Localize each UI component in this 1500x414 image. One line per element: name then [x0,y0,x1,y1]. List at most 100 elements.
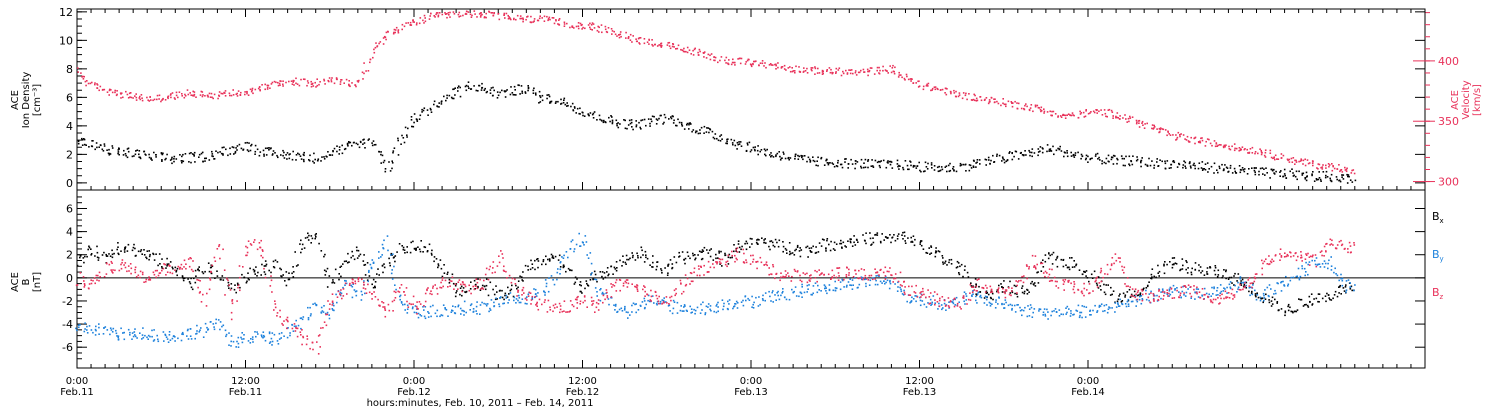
bz-series-point [178,266,180,268]
density-series-point [937,167,939,169]
by-series-point [958,301,960,303]
by-series-point [87,332,89,334]
bx-series-point [1111,294,1113,296]
velocity-series-point [814,66,816,68]
bz-series-point [238,285,240,287]
by-series-point [463,311,465,313]
by-series-point [1044,308,1046,310]
density-series-point [1314,180,1316,182]
velocity-series-point [855,72,857,74]
velocity-axis-label: ACEVelocity[km/s] [1450,80,1483,119]
by-series-point [877,284,879,286]
bz-series-point [576,307,578,309]
velocity-series-point [484,17,486,19]
velocity-series-point [410,22,412,24]
density-series-point [934,165,936,167]
density-series-point [574,106,576,108]
density-series-point [546,94,548,96]
bx-series-point [1146,287,1148,289]
by-series-point [1021,315,1023,317]
velocity-series-point [141,97,143,99]
density-series-point [292,151,294,153]
by-series-point [1094,305,1096,307]
bx-series-point [904,232,906,234]
bx-series-point [176,275,178,277]
by-series-point [1190,297,1192,299]
density-series-point [467,86,469,88]
density-series-point [519,93,521,95]
density-series-point [897,160,899,162]
by-series-point [156,335,158,337]
bx-series-point [228,282,230,284]
bx-series-point [504,295,506,297]
bx-series-point [600,271,602,273]
velocity-series-point [354,84,356,86]
density-series-point [673,122,675,124]
density-series-point [592,114,594,116]
velocity-series-point [692,50,694,52]
velocity-series-point [974,95,976,97]
density-series-point [466,85,468,87]
density-series-point [924,170,926,172]
bz-series-point [573,306,575,308]
bz-series-point [643,285,645,287]
bz-series-point [445,280,447,282]
by-series-point [257,333,259,335]
bx-series-point [246,282,248,284]
by-series-point [1106,304,1108,306]
by-series-point [1070,315,1072,317]
bz-series-point [142,274,144,276]
density-series-point [359,147,361,149]
velocity-series-point [468,11,470,13]
bz-series-point [565,311,567,313]
bx-series-point [284,280,286,282]
density-series-point [1095,155,1097,157]
bx-series-point [757,243,759,245]
bz-series-point [560,309,562,311]
bz-series-point [257,249,259,251]
density-axis-label-line: [cm⁻³] [32,84,43,116]
density-series-point [1013,156,1015,158]
density-series-point [280,154,282,156]
bx-series-point [332,281,334,283]
velocity-series-point [578,25,580,27]
by-series-point [976,302,978,304]
by-series-point [380,256,382,258]
density-series-point [1151,160,1153,162]
density-series-point [339,149,341,151]
by-series-point [122,332,124,334]
density-series-point [1244,168,1246,170]
bz-series-point [332,293,334,295]
density-series-point [609,121,611,123]
by-series-point [465,312,467,314]
by-series-point [393,266,395,268]
velocity-series-point [843,73,845,75]
bx-series-point [596,281,598,283]
velocity-series-point [1200,142,1202,144]
bz-series-point [423,305,425,307]
by-series-point [1050,315,1052,317]
by-series-point [826,293,828,295]
velocity-series-point [826,70,828,72]
bz-series-point [644,291,646,293]
by-series-point [412,308,414,310]
bx-series-point [1063,259,1065,261]
velocity-series-point [598,27,600,29]
velocity-series-point [601,32,603,34]
bx-series-point [880,241,882,243]
velocity-series-point [1096,112,1098,114]
velocity-series-point [918,86,920,88]
velocity-series-point [365,70,367,72]
density-tick-label: 8 [66,63,73,76]
bz-series-point [584,295,586,297]
density-series-point [419,118,421,120]
bz-series-point [579,303,581,305]
velocity-tick-label: 400 [1438,55,1459,68]
by-series-point [791,289,793,291]
velocity-series-point [597,30,599,32]
by-series-point [298,325,300,327]
bx-series-point [774,246,776,248]
density-series-point [420,115,422,117]
bz-series-point [375,296,377,298]
bx-series-point [305,237,307,239]
